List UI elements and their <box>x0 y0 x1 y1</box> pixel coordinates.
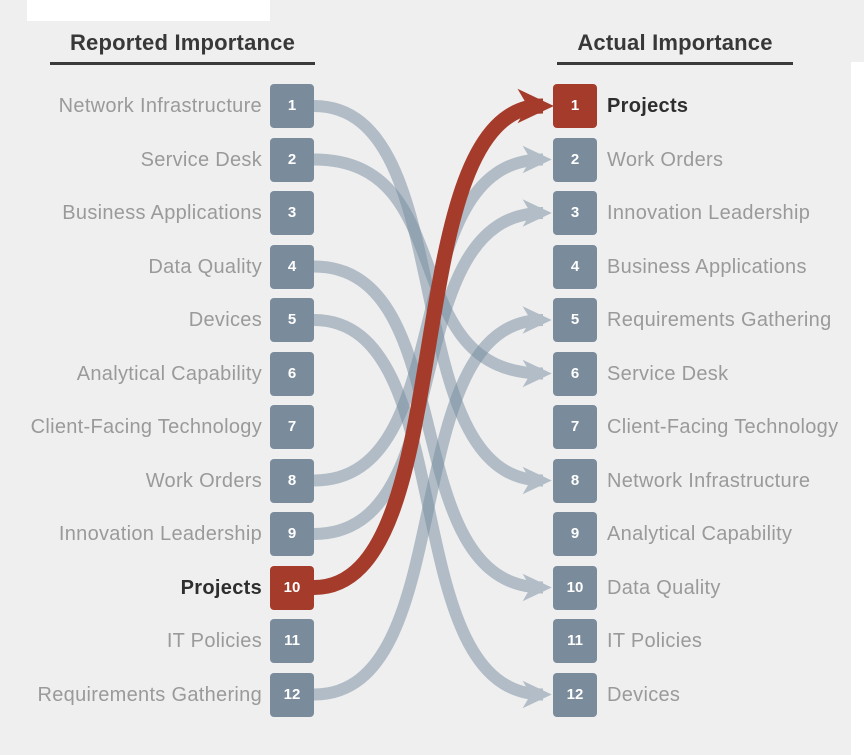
item-label-right: Network Infrastructure <box>607 469 811 492</box>
connector-arrow <box>313 260 552 602</box>
right-column-title: Actual Importance <box>577 30 773 55</box>
rank-box-right: 10 <box>553 565 597 610</box>
right-white-overlay <box>851 62 864 755</box>
rank-box-right: 2 <box>553 137 597 182</box>
connector-arrow <box>313 306 552 701</box>
connector-arrow-highlight <box>313 88 554 595</box>
rank-box-left: 2 <box>270 137 314 182</box>
rank-box-right: 3 <box>553 191 597 235</box>
rank-box-left: 9 <box>270 512 314 556</box>
item-label-right: Service Desk <box>607 362 729 385</box>
rank-box-right: 11 <box>553 619 597 663</box>
rank-box-left: 5 <box>270 298 314 342</box>
left-column-title: Reported Importance <box>69 30 296 55</box>
item-label-left: Requirements Gathering <box>37 683 262 706</box>
item-label-right: Work Orders <box>607 148 724 171</box>
rank-box-right: 8 <box>553 458 597 503</box>
rank-box-right: 7 <box>553 405 597 449</box>
rank-box-right: 9 <box>553 512 597 556</box>
rank-box-left: 6 <box>270 351 314 396</box>
connector-arrow <box>313 153 552 388</box>
rank-box-left: 3 <box>270 191 314 235</box>
item-label-left: Data Quality <box>148 255 262 278</box>
rank-box-left: 7 <box>270 405 314 449</box>
item-label-left: Network Infrastructure <box>58 95 262 117</box>
item-label-left: Work Orders <box>145 469 262 492</box>
rank-box-left: 12 <box>270 672 314 717</box>
item-label-left: Client-Facing Technology <box>30 416 262 438</box>
rank-box-right: 1 <box>553 84 597 128</box>
item-label-right: Innovation Leadership <box>607 202 811 224</box>
rank-box-right: 5 <box>553 298 597 342</box>
rank-box-left: 4 <box>270 244 314 289</box>
connector-arrow <box>313 100 552 495</box>
rank-box-left: 10 <box>270 565 314 610</box>
item-label-right: Requirements Gathering <box>607 309 832 331</box>
item-label-left: Business Applications <box>62 202 262 224</box>
item-label-right: Projects <box>607 95 689 117</box>
item-label-left: IT Policies <box>166 630 262 652</box>
left-title-underline <box>50 62 315 65</box>
top-white-overlay <box>27 0 270 21</box>
item-label-left: Projects <box>180 576 262 599</box>
rank-box-left: 1 <box>270 84 314 128</box>
item-label-right: Devices <box>607 683 681 706</box>
right-title-underline <box>557 62 793 65</box>
item-label-left: Analytical Capability <box>76 362 262 385</box>
item-label-right: Data Quality <box>607 576 721 599</box>
item-label-right: IT Policies <box>607 630 703 652</box>
rank-box-left: 8 <box>270 458 314 503</box>
rank-box-right: 6 <box>553 351 597 396</box>
rank-box-right: 4 <box>553 244 597 289</box>
item-label-left: Devices <box>188 309 262 331</box>
item-label-right: Business Applications <box>607 255 807 278</box>
item-label-right: Client-Facing Technology <box>607 416 839 438</box>
item-label-left: Service Desk <box>140 148 262 171</box>
rank-box-right: 12 <box>553 672 597 717</box>
item-label-left: Innovation Leadership <box>58 523 262 545</box>
rank-box-left: 11 <box>270 619 314 663</box>
item-label-right: Analytical Capability <box>607 523 793 545</box>
